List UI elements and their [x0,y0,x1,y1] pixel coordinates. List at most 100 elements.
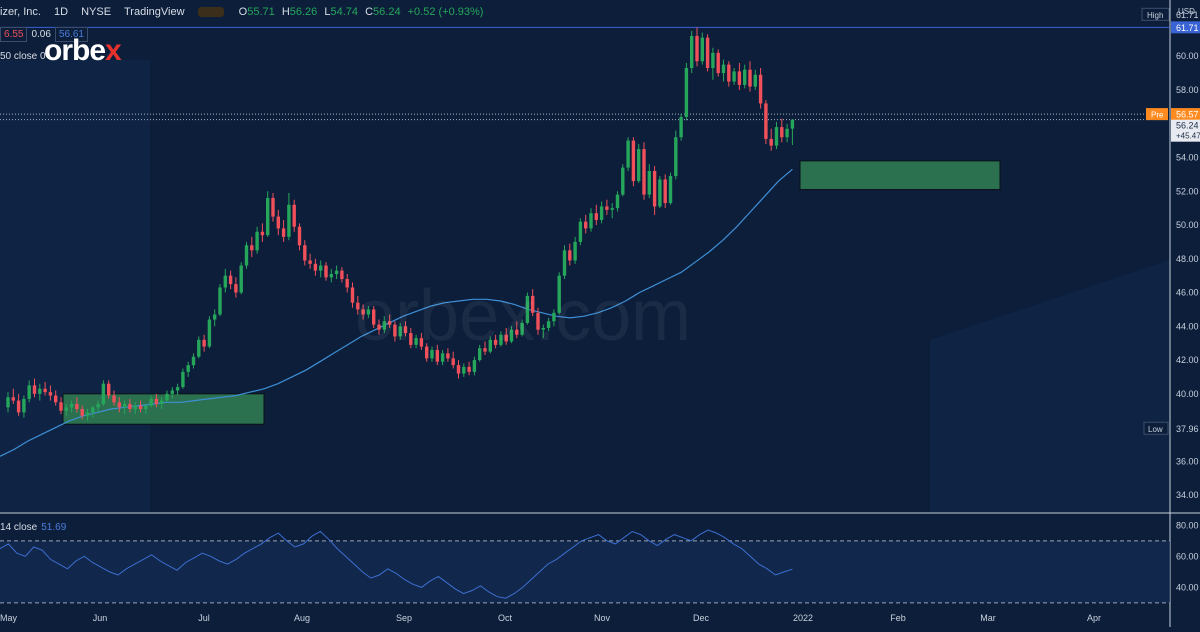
candle-body [387,321,392,325]
candle-body [764,103,768,139]
candle-body [493,339,498,345]
candle [637,143,641,183]
candle [705,34,710,72]
candle-body [276,216,280,229]
candle [319,260,323,278]
candle [181,368,185,389]
candle [440,349,445,366]
candle-body [101,383,106,404]
candle [218,284,222,317]
y-tick-label: 42.00 [1176,355,1199,365]
candle [435,344,439,366]
candle [785,123,789,143]
sell-button[interactable]: 6.55 [0,27,28,42]
y-tick-label: 34.00 [1176,490,1199,500]
y-tick-label: 40.00 [1176,389,1199,399]
last-tag [1171,119,1200,142]
candle [202,334,206,352]
candle [133,402,137,415]
candle [160,397,164,410]
candle [11,388,15,404]
candle-body [637,149,641,182]
candle-body [133,405,137,410]
candle-body [525,295,530,323]
candle-body [700,37,704,62]
x-tick-label: Feb [890,613,906,623]
candle [345,273,349,293]
high-tag-text: 61.71 [1176,23,1199,33]
candle-body [287,204,291,237]
low-value-label: 37.96 [1176,424,1199,434]
candle-body [244,245,249,266]
candle [700,32,704,65]
y-tick-label: 60.00 [1176,51,1199,61]
candle [541,324,545,339]
candle [780,118,784,143]
candle-body [435,349,439,362]
candle-body [652,170,657,207]
candle-body [472,360,477,372]
candle [520,319,524,337]
candle-body [642,149,646,195]
candle [499,331,503,347]
candle [631,137,636,187]
candle [774,122,779,150]
low-value: 54.74 [330,6,359,18]
candle-body [769,138,773,146]
symbol-name[interactable]: izer, Inc. [0,6,41,18]
rsi-line [0,529,793,599]
candle-body [679,116,683,138]
candle [48,385,53,401]
candle-body [546,321,551,328]
candle-body [223,275,227,288]
candle [128,398,132,413]
candle-body [716,52,720,74]
candle-body [483,348,487,352]
candle-body [589,213,593,229]
y-tick-label: 36.00 [1176,456,1199,466]
candle-body [308,260,312,264]
x-tick-label: Sep [396,613,412,623]
candle-body [430,349,434,359]
interval[interactable]: 1D [54,6,69,18]
pre-label: Pre [1151,111,1164,120]
y-tick-label: 58.00 [1176,85,1199,95]
high-value: 56.26 [289,6,318,18]
candle-body [536,312,540,330]
candle [361,304,365,320]
candle-body [266,198,270,236]
candle [621,164,625,197]
candle [281,219,286,242]
candle-body [562,250,567,276]
candle [674,130,678,180]
candle [112,390,116,406]
candle-body [138,405,143,410]
candle [165,390,169,403]
candle [197,336,201,359]
candle [562,245,567,280]
candle-body [350,287,355,303]
candle-body [488,339,492,352]
candle [610,203,614,219]
ma-indicator-label[interactable]: 50 close 0 [0,51,46,62]
candle [260,223,265,242]
candle [117,397,121,413]
candle-body [75,403,79,410]
candle [213,309,217,327]
candle-body [38,388,42,394]
candle-body [239,265,243,293]
candle-body [48,392,53,396]
candle-body [112,395,116,403]
candle [244,241,249,269]
candle-body [22,398,26,413]
candle [626,137,630,171]
rsi-indicator-label[interactable]: 14 close 51.69 [0,522,67,533]
candle-body [684,68,689,117]
buy-button[interactable]: 56.61 [54,27,88,42]
x-tick-label: May [0,613,18,623]
candle-body [552,312,556,322]
candle-body [69,403,74,408]
candle [658,176,662,209]
candle [711,47,715,80]
